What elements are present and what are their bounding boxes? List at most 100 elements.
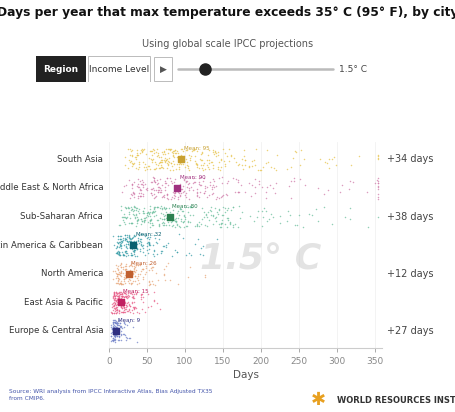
Point [145, 240, 152, 247]
Point [168, 180, 175, 186]
Point [124, 240, 131, 247]
Point [345, 185, 353, 192]
Point [137, 292, 145, 298]
Point [118, 278, 125, 285]
Point [222, 150, 229, 156]
Point [144, 218, 151, 225]
Point [133, 217, 141, 224]
Point [146, 220, 153, 226]
Point [118, 240, 125, 246]
Point [113, 279, 120, 286]
Point [173, 183, 181, 190]
Point [223, 152, 231, 159]
Point [114, 289, 121, 296]
Point [117, 297, 125, 304]
Point [214, 164, 222, 170]
Point [112, 338, 119, 345]
Point [139, 147, 147, 154]
Point [203, 184, 210, 191]
Point [230, 223, 237, 230]
Point [172, 147, 179, 153]
Point [111, 331, 118, 338]
Point [139, 298, 146, 305]
Point [153, 269, 160, 276]
Point [197, 251, 204, 258]
Point [137, 291, 145, 297]
Point [170, 148, 177, 154]
Point [158, 182, 165, 189]
Point [129, 307, 136, 313]
Point [168, 215, 176, 222]
Point [118, 260, 125, 267]
Point [148, 192, 155, 199]
Point [291, 175, 298, 182]
Point [137, 294, 145, 301]
Point [113, 322, 120, 328]
Point [154, 204, 162, 210]
Point [207, 204, 214, 211]
Point [111, 320, 118, 326]
Point [110, 299, 117, 306]
Point [341, 214, 349, 220]
Point [146, 239, 153, 245]
Point [142, 151, 150, 158]
Point [118, 264, 125, 271]
Point [112, 304, 120, 311]
Point [375, 179, 382, 186]
Point [296, 162, 303, 169]
Point [137, 221, 144, 227]
Point [126, 244, 134, 250]
Point [115, 251, 122, 258]
Point [132, 207, 139, 213]
Point [200, 208, 207, 215]
Point [210, 146, 217, 153]
Point [122, 275, 129, 282]
Point [142, 186, 150, 192]
Point [227, 220, 234, 227]
Point [119, 297, 126, 304]
Point [155, 162, 162, 168]
Point [199, 178, 207, 184]
Point [118, 293, 125, 299]
Point [122, 261, 130, 267]
Point [133, 304, 140, 311]
Point [204, 214, 211, 221]
Point [161, 204, 168, 211]
Point [202, 211, 209, 217]
Point [137, 239, 145, 245]
Point [121, 300, 128, 307]
Point [217, 166, 224, 173]
Text: Mean: 90: Mean: 90 [180, 175, 205, 180]
Point [197, 188, 204, 195]
Point [111, 267, 118, 274]
Point [127, 220, 135, 227]
Point [157, 159, 164, 166]
Point [257, 166, 264, 173]
Point [131, 253, 139, 259]
Point [172, 246, 179, 253]
Point [184, 218, 192, 225]
Point [133, 204, 141, 211]
Text: ✱: ✱ [311, 391, 326, 410]
Point [177, 186, 184, 192]
Point [151, 297, 158, 304]
Point [178, 154, 186, 160]
Point [152, 208, 159, 215]
Point [116, 317, 123, 323]
Point [157, 250, 165, 257]
Point [138, 218, 145, 224]
Point [152, 179, 159, 185]
Point [184, 180, 192, 187]
Point [182, 214, 189, 220]
Point [143, 185, 151, 192]
Point [314, 218, 321, 224]
Point [111, 305, 118, 312]
Point [115, 266, 122, 272]
Point [229, 222, 236, 229]
Point [172, 189, 179, 195]
Point [162, 180, 170, 186]
Point [192, 159, 199, 166]
Point [131, 215, 139, 221]
Point [161, 215, 168, 222]
Point [111, 322, 118, 328]
